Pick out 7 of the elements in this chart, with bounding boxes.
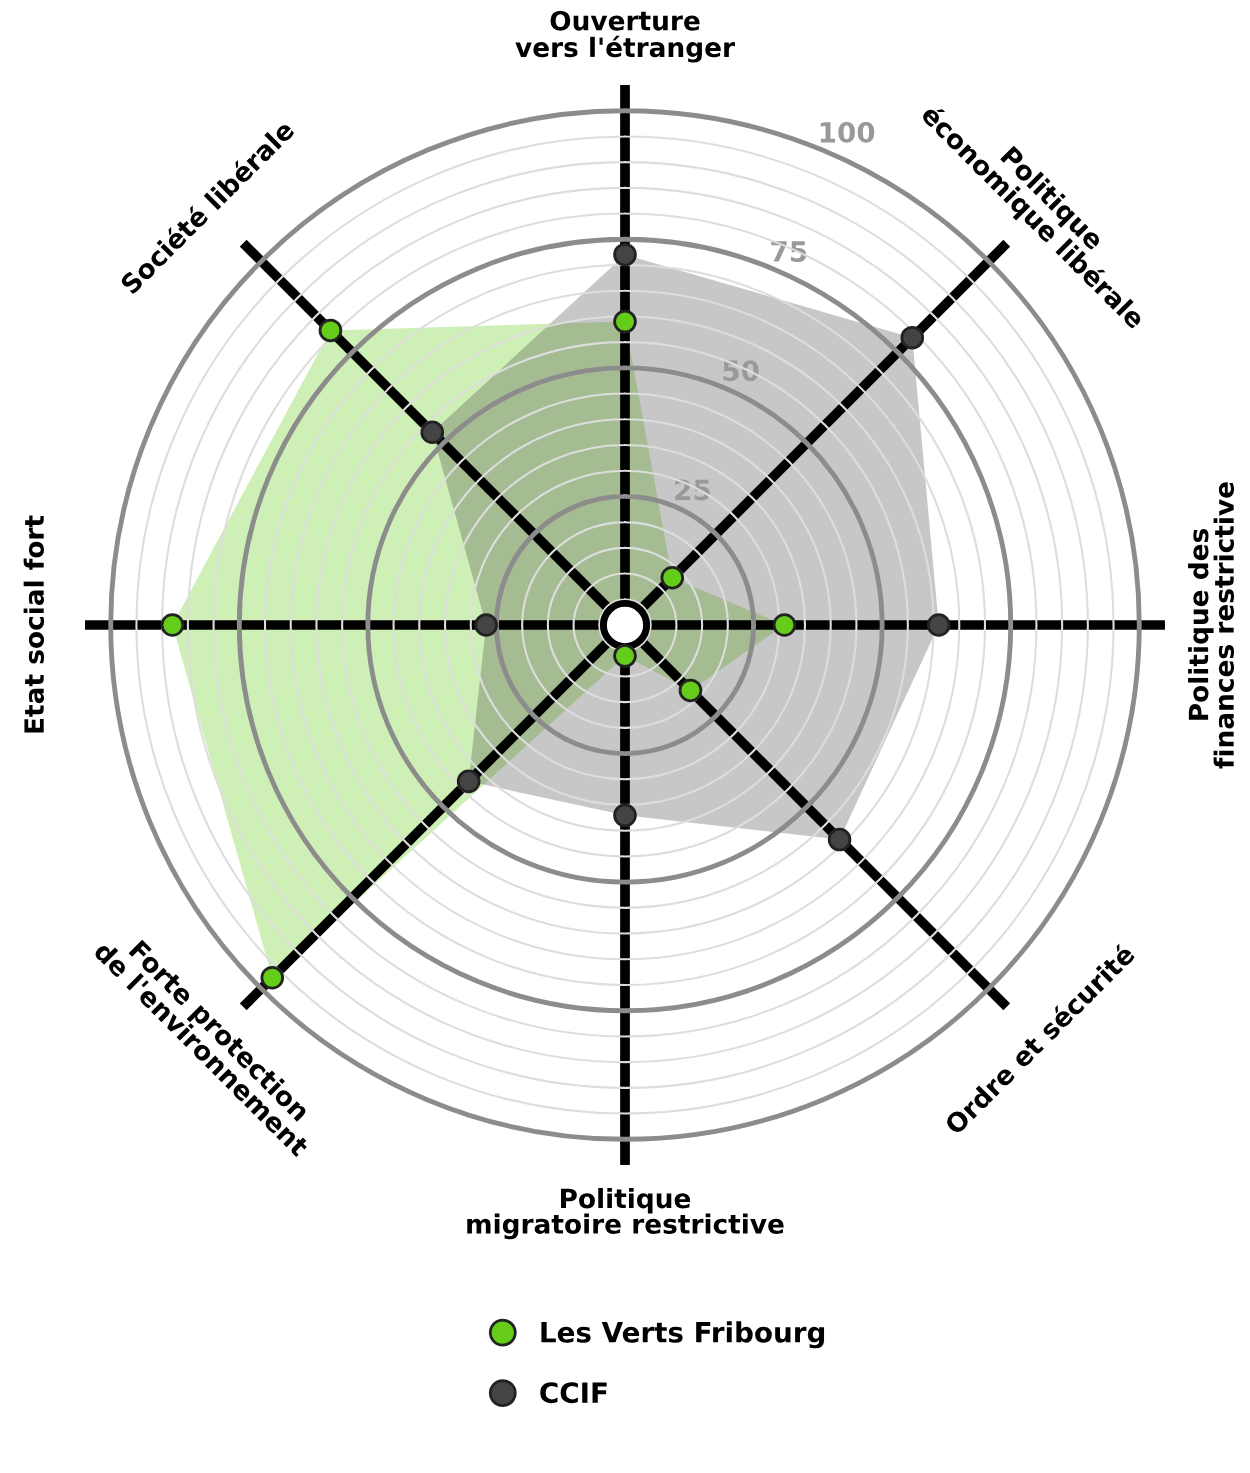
spoke-label: Politique migratoire restrictive <box>467 1187 784 1240</box>
legend-label: Les Verts Fribourg <box>541 1321 825 1349</box>
spoke-label: Etat social fort <box>23 515 45 733</box>
spoke-label: Ouverture vers l'étranger <box>515 10 735 63</box>
spoke-label: Politique des finances restrictive <box>1188 482 1235 769</box>
y-tick-label: 100 <box>820 121 875 143</box>
legend-label: CCIF <box>540 1382 607 1404</box>
